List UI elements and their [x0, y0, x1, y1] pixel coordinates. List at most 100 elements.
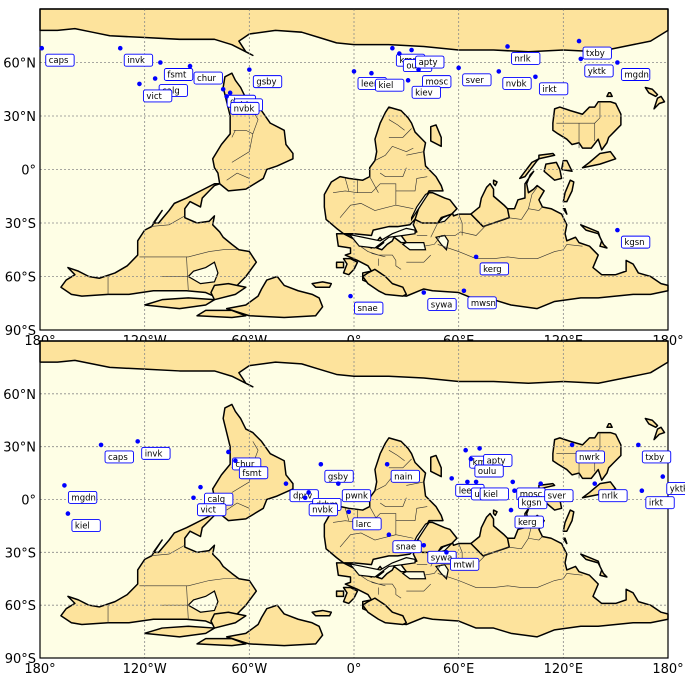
station-marker[interactable]: txby	[636, 442, 672, 464]
station-marker[interactable]: invk	[117, 45, 154, 67]
station-marker[interactable]: dprv	[283, 481, 319, 503]
station-marker[interactable]: calg	[198, 484, 234, 506]
station-dot	[473, 479, 479, 485]
station-dot	[508, 507, 514, 513]
station-marker[interactable]: nvbk	[224, 94, 260, 115]
station-label: fsmt	[242, 469, 262, 479]
station-label: mosc	[520, 490, 543, 500]
station-label-box	[238, 466, 269, 480]
station-marker[interactable]: sywa	[421, 290, 457, 311]
station-marker[interactable]: kiel	[369, 70, 405, 92]
station-marker[interactable]: sver	[538, 481, 574, 503]
station-dot	[98, 442, 104, 448]
station-marker[interactable]: mwsn	[461, 288, 497, 310]
station-dot	[569, 442, 575, 448]
station-marker[interactable]: apty	[477, 446, 513, 467]
latitude-tick-label: 30°S	[5, 217, 36, 232]
station-marker[interactable]: kgsn	[512, 488, 548, 510]
station-label: irkt	[649, 499, 664, 509]
station-marker[interactable]: nrlk	[505, 44, 541, 65]
station-dot	[306, 490, 311, 495]
station-marker[interactable]: gsby	[247, 67, 283, 89]
station-marker[interactable]: larc	[346, 509, 382, 531]
station-dot	[351, 69, 357, 74]
station-marker[interactable]: caps	[98, 442, 134, 464]
station-dot	[135, 439, 140, 444]
station-label-box	[341, 489, 372, 503]
station-label: mwsn	[471, 299, 496, 309]
station-marker[interactable]: kiev	[405, 78, 441, 99]
station-dot	[505, 44, 510, 49]
station-marker[interactable]: nvbk	[496, 69, 532, 90]
top-map: 180°120°W60°W0°60°E120°E180°90°S60°S30°S…	[3, 8, 684, 349]
station-marker[interactable]: caps	[39, 45, 75, 67]
latitude-tick-label: 60°N	[3, 57, 36, 72]
station-marker[interactable]: kiel	[65, 511, 101, 533]
station-label: nvbk	[234, 104, 255, 114]
bottom-map: 180° 120°W 60°W 0° 60°E 120°E 180°90°S60°S30°S…	[3, 340, 685, 677]
station-label: nrlk	[602, 492, 618, 502]
station-label: mosc	[426, 78, 449, 88]
station-marker[interactable]: mgdn	[62, 483, 98, 504]
station-label: vict	[146, 92, 162, 102]
station-label-box	[45, 53, 75, 67]
latitude-tick-label: 90°S	[5, 324, 36, 339]
longitude-tick-label: 180°	[652, 662, 683, 677]
station-dot	[187, 63, 193, 69]
station-dot	[449, 476, 454, 481]
station-marker[interactable]: vict	[191, 495, 227, 517]
station-marker[interactable]: mgdn	[615, 60, 651, 81]
station-dot	[348, 293, 353, 299]
station-marker[interactable]: txby	[576, 38, 612, 60]
station-marker[interactable]: fsmt	[158, 60, 194, 81]
station-marker[interactable]: yktk	[578, 56, 614, 78]
station-marker[interactable]: fsmt	[233, 458, 269, 480]
station-label: fsmt	[167, 71, 187, 81]
station-marker[interactable]: snae	[348, 293, 384, 315]
station-marker[interactable]: mtwl	[444, 550, 480, 571]
station-marker[interactable]: kiel	[473, 479, 509, 501]
station-label-box	[518, 496, 548, 510]
station-label-box	[252, 75, 283, 89]
latitude-tick-label: 30°N	[3, 441, 36, 456]
station-marker[interactable]: nain	[384, 461, 420, 483]
station-label: calg	[207, 495, 225, 505]
longitude-tick-label: 0°	[347, 662, 362, 677]
station-marker[interactable]: sywa	[421, 542, 457, 564]
station-marker[interactable]: nvbk	[302, 495, 339, 517]
station-label-box	[584, 64, 614, 78]
station-dot	[39, 45, 45, 51]
station-label-box	[163, 68, 194, 81]
station-marker[interactable]: chur	[187, 63, 223, 85]
station-marker[interactable]: nrlk	[592, 481, 628, 503]
station-marker[interactable]: invk	[135, 439, 171, 460]
station-label-box	[538, 82, 569, 96]
latitude-tick-label: 30°S	[5, 546, 36, 561]
station-label: nvbk	[506, 79, 527, 89]
station-label-box	[71, 519, 101, 533]
station-marker[interactable]: kerg	[473, 254, 509, 276]
station-marker[interactable]: kgsn	[615, 227, 651, 249]
station-dot	[473, 254, 479, 260]
station-dot	[456, 65, 461, 71]
top-map-frame	[39, 8, 669, 331]
station-label: yktk	[670, 485, 685, 495]
station-dot	[233, 458, 238, 464]
station-marker[interactable]: nwrk	[569, 442, 605, 464]
station-marker[interactable]: irkt	[639, 488, 675, 510]
station-label: dprv	[293, 492, 312, 502]
station-marker[interactable]: pwnk	[336, 481, 372, 503]
station-marker[interactable]: kerg	[508, 507, 544, 529]
longitude-tick-label: 180°	[24, 662, 55, 677]
station-label: txby	[586, 49, 605, 59]
station-marker[interactable]: snae	[386, 532, 422, 554]
station-marker[interactable]: sver	[456, 65, 492, 87]
station-marker[interactable]: irkt	[533, 74, 569, 96]
station-label: nwrk	[579, 453, 600, 463]
station-label-box	[544, 489, 574, 503]
station-dot	[283, 481, 289, 486]
station-marker[interactable]: vict	[137, 81, 173, 103]
station-marker[interactable]: oulu	[468, 456, 504, 478]
station-marker[interactable]: yktk	[660, 474, 685, 496]
station-marker[interactable]: apty	[409, 47, 445, 69]
